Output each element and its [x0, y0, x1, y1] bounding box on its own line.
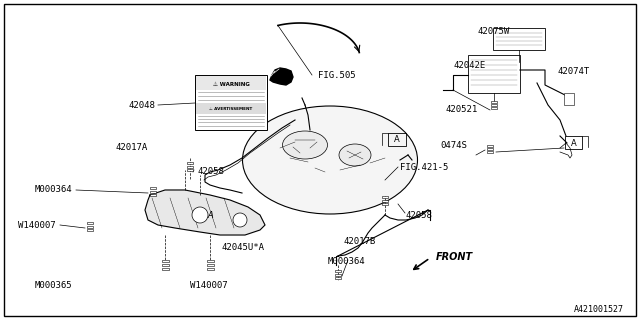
- Bar: [491, 107, 497, 109]
- Bar: [207, 264, 214, 266]
- Text: 42058: 42058: [197, 167, 224, 177]
- Bar: [335, 277, 341, 279]
- Ellipse shape: [339, 144, 371, 166]
- Text: 42017B: 42017B: [343, 237, 375, 246]
- Text: M000365: M000365: [35, 282, 72, 291]
- Bar: [161, 264, 168, 266]
- Bar: [491, 104, 497, 106]
- Bar: [487, 148, 493, 150]
- Bar: [87, 226, 93, 228]
- Text: 42058: 42058: [406, 211, 433, 220]
- Bar: [382, 196, 388, 198]
- Bar: [87, 222, 93, 224]
- Text: W140007: W140007: [190, 282, 228, 291]
- Text: 42075W: 42075W: [478, 28, 510, 36]
- Text: FIG.505: FIG.505: [318, 70, 356, 79]
- Text: FIG.421-5: FIG.421-5: [400, 163, 449, 172]
- Bar: [487, 145, 493, 147]
- Bar: [388, 133, 406, 146]
- Text: 420521: 420521: [445, 106, 477, 115]
- Bar: [150, 187, 156, 189]
- Bar: [564, 93, 574, 105]
- Text: 42074T: 42074T: [557, 68, 589, 76]
- Bar: [187, 169, 193, 171]
- Bar: [196, 103, 266, 114]
- Text: W140007: W140007: [19, 220, 56, 229]
- Text: A: A: [207, 211, 213, 220]
- Bar: [565, 136, 582, 149]
- Text: ⚠ AVERTISSEMENT: ⚠ AVERTISSEMENT: [209, 107, 253, 111]
- Polygon shape: [145, 190, 265, 235]
- Bar: [493, 28, 545, 50]
- Bar: [382, 203, 388, 205]
- Text: FRONT: FRONT: [436, 252, 473, 262]
- Ellipse shape: [282, 131, 328, 159]
- Text: A421001527: A421001527: [574, 306, 624, 315]
- Text: M000364: M000364: [328, 258, 365, 267]
- Bar: [487, 151, 493, 153]
- Text: M000364: M000364: [35, 186, 72, 195]
- Bar: [161, 260, 168, 262]
- Text: 42042E: 42042E: [453, 60, 485, 69]
- Bar: [491, 101, 497, 103]
- Bar: [335, 274, 341, 276]
- Text: ⚠ WARNING: ⚠ WARNING: [212, 82, 250, 86]
- Bar: [161, 268, 168, 270]
- Circle shape: [233, 213, 247, 227]
- Bar: [187, 162, 193, 164]
- Bar: [187, 165, 193, 168]
- Bar: [150, 190, 156, 193]
- Text: 42045U*A: 42045U*A: [222, 244, 265, 252]
- Bar: [382, 199, 388, 202]
- Polygon shape: [270, 68, 293, 85]
- Bar: [468, 55, 520, 93]
- Text: A: A: [571, 139, 577, 148]
- Text: 42048: 42048: [128, 100, 155, 109]
- Bar: [207, 268, 214, 270]
- Bar: [87, 229, 93, 231]
- Bar: [196, 76, 266, 90]
- Circle shape: [192, 207, 208, 223]
- Text: 0474S: 0474S: [440, 140, 467, 149]
- Text: 42017A: 42017A: [116, 143, 148, 153]
- Bar: [195, 75, 267, 130]
- Bar: [207, 260, 214, 262]
- Text: A: A: [394, 135, 400, 145]
- Bar: [150, 194, 156, 196]
- Ellipse shape: [243, 106, 417, 214]
- Bar: [335, 270, 341, 272]
